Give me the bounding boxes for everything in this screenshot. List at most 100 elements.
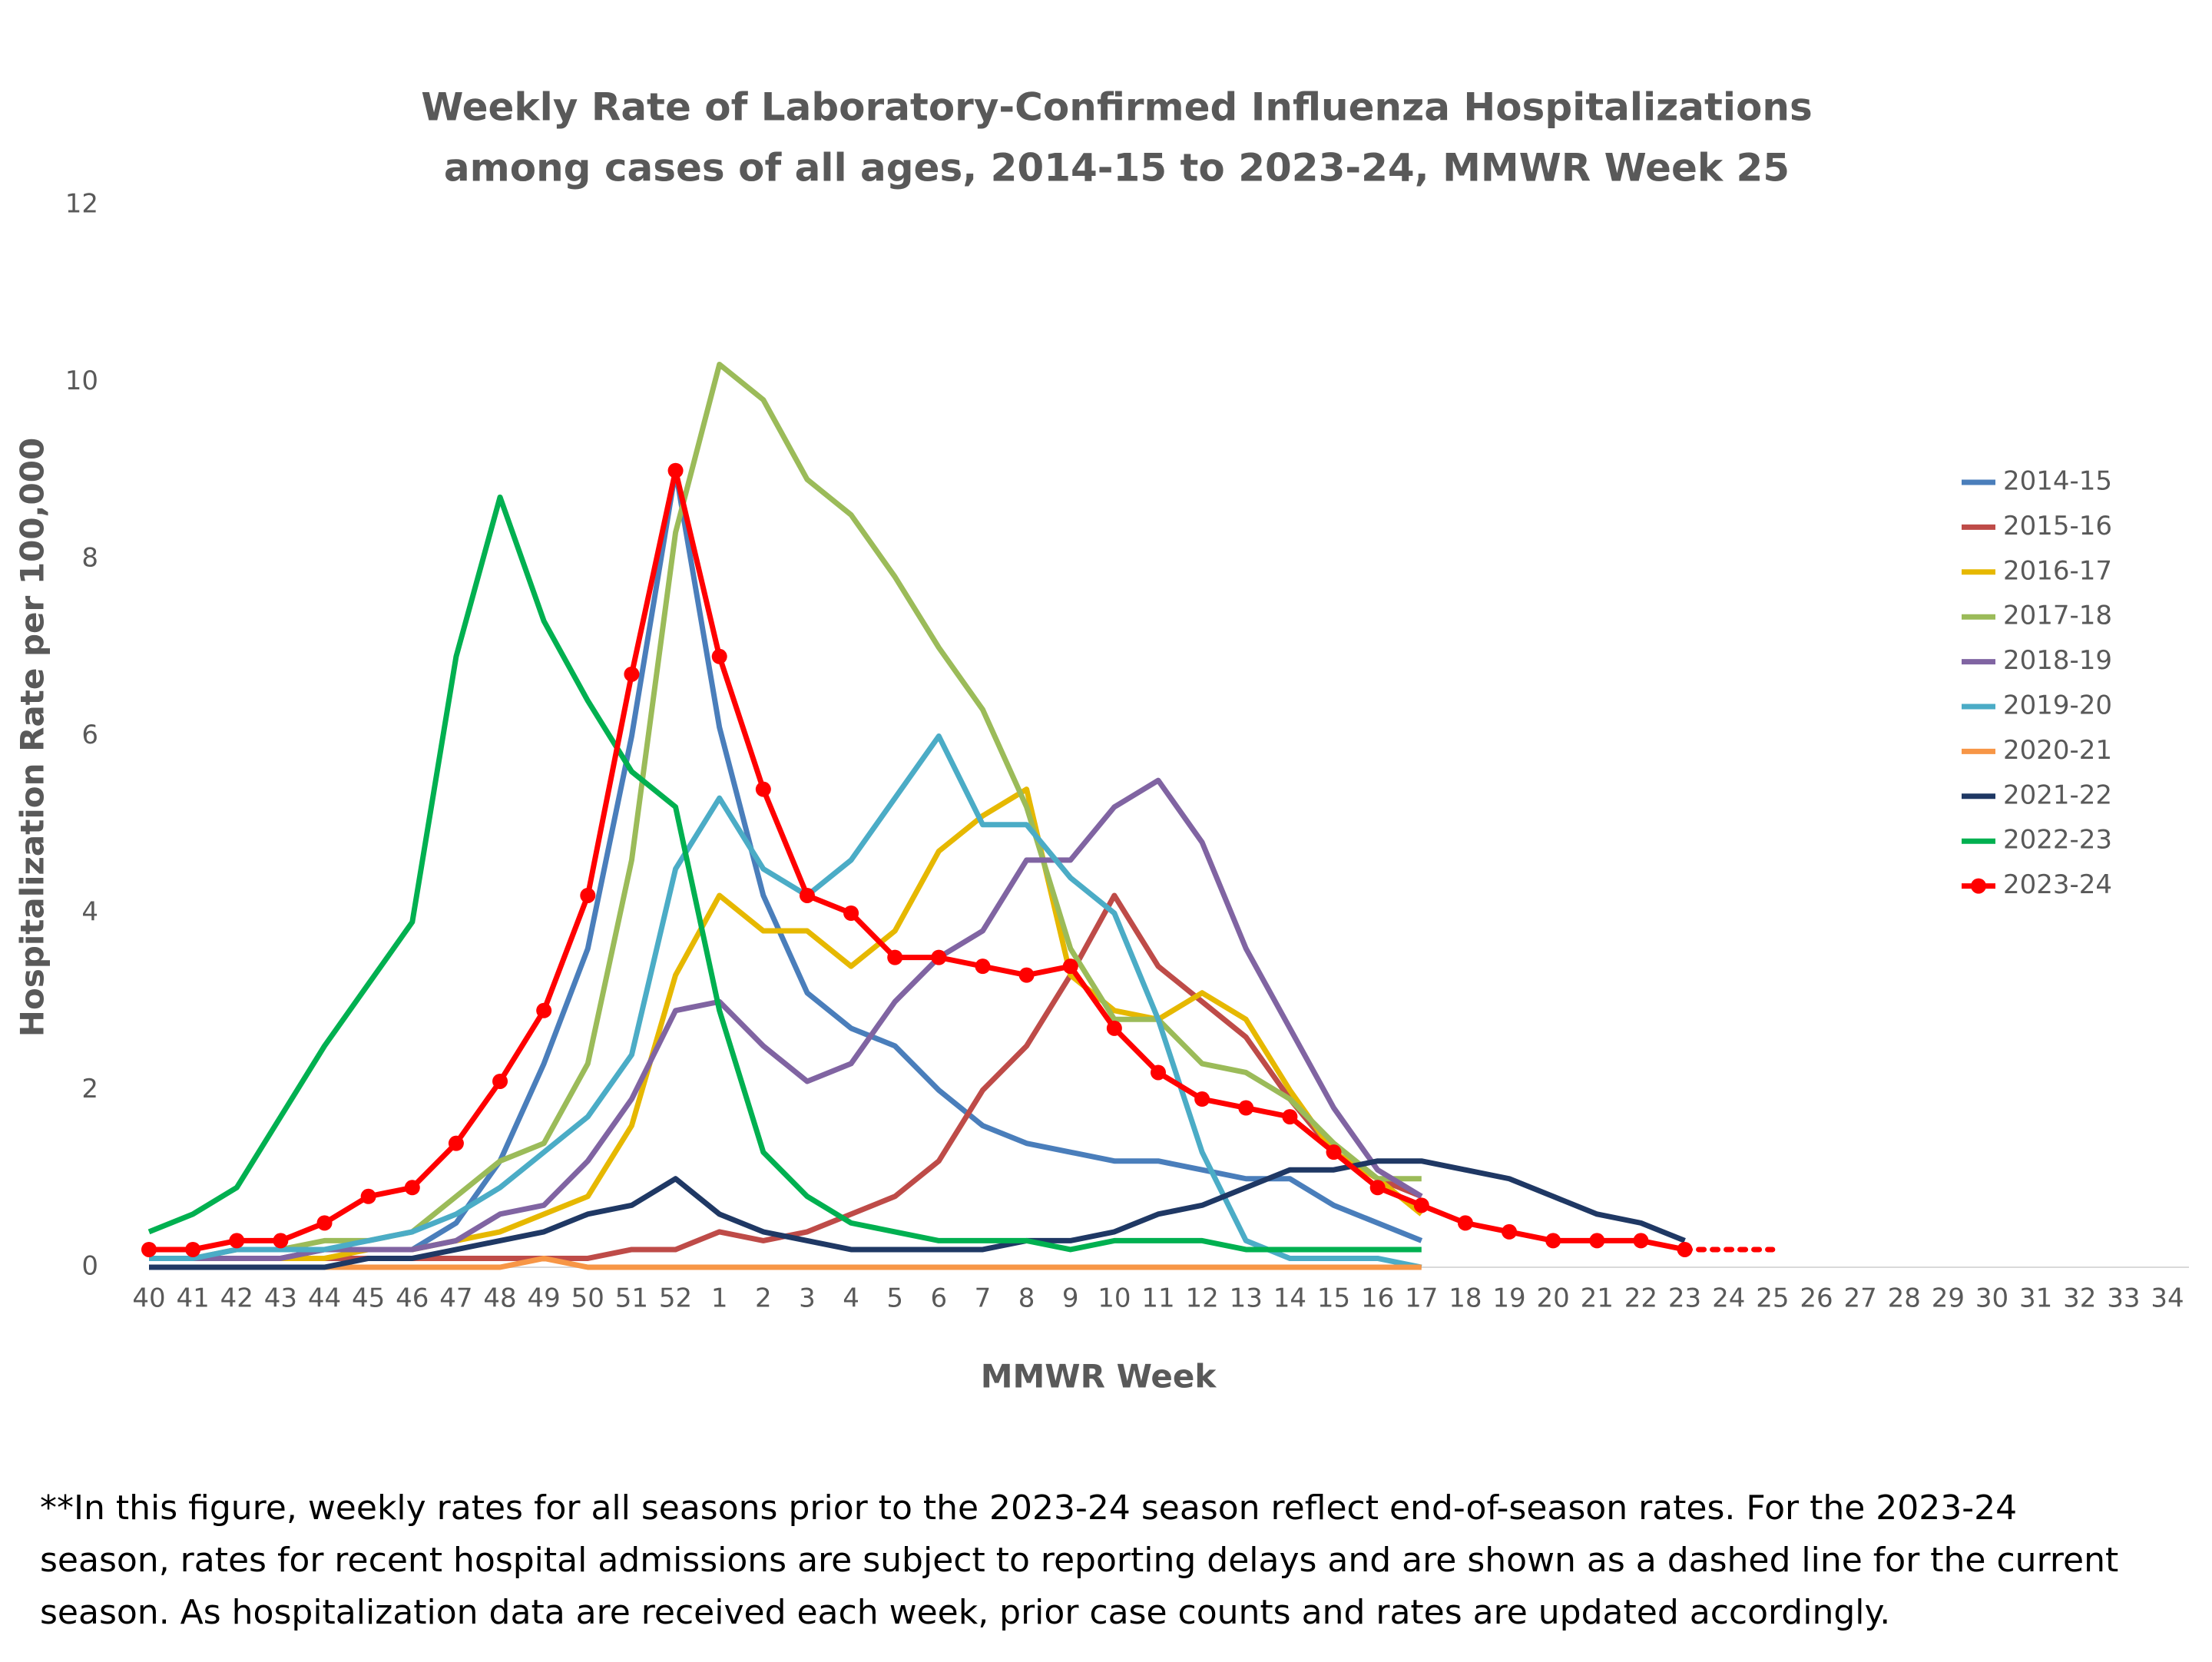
x-tick-label: 16 [1361, 1283, 1394, 1314]
point [141, 1241, 157, 1257]
legend-label: 2016-17 [2003, 555, 2112, 586]
x-tick-label: 42 [220, 1283, 253, 1314]
point [711, 648, 727, 664]
x-tick-label: 2 [755, 1283, 772, 1314]
point [1018, 967, 1035, 983]
legend-label: 2015-16 [2003, 511, 2112, 541]
y-tick-label: 8 [81, 543, 98, 574]
y-axis-title: Hospitalization Rate per 100,000 [14, 438, 51, 1037]
point [404, 1180, 420, 1196]
x-axis-title: MMWR Week [981, 1358, 1217, 1395]
y-tick-label: 0 [81, 1251, 98, 1282]
x-tick-label: 30 [1975, 1283, 2008, 1314]
x-tick-label: 34 [2151, 1283, 2184, 1314]
legend-label: 2018-19 [2003, 645, 2112, 676]
point [843, 905, 859, 921]
series-line [149, 468, 1686, 1253]
point [273, 1233, 289, 1249]
x-tick-label: 12 [1185, 1283, 1218, 1314]
point [316, 1215, 333, 1231]
point [1106, 1020, 1122, 1036]
point [492, 1073, 508, 1089]
point [755, 781, 771, 797]
point [1413, 1197, 1429, 1213]
x-tick-label: 19 [1492, 1283, 1525, 1314]
x-tick-label: 23 [1668, 1283, 1701, 1314]
x-tick-label: 47 [439, 1283, 472, 1314]
y-tick-label: 12 [65, 189, 98, 220]
footnote: **In this figure, weekly rates for all s… [40, 1488, 2017, 1528]
point [536, 1002, 552, 1018]
y-tick-label: 4 [81, 897, 98, 928]
x-tick-label: 26 [1800, 1283, 1833, 1314]
legend-label: 2022-23 [2003, 825, 2112, 856]
point [975, 958, 991, 975]
x-tick-label: 44 [308, 1283, 341, 1314]
x-tick-label: 11 [1141, 1283, 1174, 1314]
point [1589, 1233, 1605, 1249]
series-line [149, 1255, 1422, 1270]
x-tick-label: 9 [1062, 1283, 1079, 1314]
y-tick-label: 10 [65, 366, 98, 396]
point [1326, 1144, 1342, 1160]
point [1545, 1233, 1561, 1249]
point [887, 949, 903, 965]
legend-label: 2014-15 [2003, 466, 2112, 497]
x-tick-label: 41 [176, 1283, 209, 1314]
point [1633, 1233, 1649, 1249]
x-tick-label: 14 [1273, 1283, 1306, 1314]
x-tick-label: 18 [1449, 1283, 1482, 1314]
point [1282, 1109, 1298, 1125]
x-tick-label: 21 [1581, 1283, 1614, 1314]
point [229, 1233, 245, 1249]
point [931, 949, 947, 965]
y-tick-label: 6 [81, 720, 98, 750]
x-tick-label: 6 [931, 1283, 948, 1314]
chart-title: among cases of all ages, 2014-15 to 2023… [444, 146, 1790, 190]
legend-marker [1971, 878, 1986, 894]
point [360, 1188, 376, 1204]
x-tick-label: 1 [711, 1283, 728, 1314]
x-tick-label: 43 [264, 1283, 297, 1314]
x-tick-label: 3 [799, 1283, 816, 1314]
x-tick-label: 5 [886, 1283, 903, 1314]
x-tick-label: 15 [1317, 1283, 1350, 1314]
chart-title: Weekly Rate of Laboratory-Confirmed Infl… [421, 85, 1813, 130]
x-tick-label: 4 [843, 1283, 859, 1314]
series-line [147, 494, 1422, 1253]
point [580, 887, 596, 903]
x-tick-label: 13 [1230, 1283, 1263, 1314]
point [1677, 1241, 1693, 1257]
x-tick-label: 24 [1712, 1283, 1745, 1314]
x-tick-label: 22 [1624, 1283, 1657, 1314]
x-tick-label: 17 [1405, 1283, 1438, 1314]
point [667, 462, 684, 478]
x-tick-label: 40 [132, 1283, 165, 1314]
x-tick-label: 28 [1888, 1283, 1921, 1314]
x-tick-label: 50 [571, 1283, 604, 1314]
x-tick-label: 48 [483, 1283, 516, 1314]
x-tick-label: 52 [659, 1283, 692, 1314]
point [1194, 1091, 1210, 1107]
point [1062, 958, 1078, 975]
legend-label: 2023-24 [2003, 869, 2112, 900]
point [799, 887, 815, 903]
legend-label: 2017-18 [2003, 601, 2112, 631]
x-tick-label: 7 [975, 1283, 992, 1314]
series-line [149, 777, 1423, 1261]
series-line [149, 468, 1423, 1261]
point [1238, 1100, 1254, 1116]
x-tick-label: 25 [1756, 1283, 1789, 1314]
point [624, 666, 640, 682]
point [1369, 1180, 1386, 1196]
x-tick-label: 27 [1843, 1283, 1876, 1314]
x-tick-label: 8 [1018, 1283, 1035, 1314]
point [1151, 1064, 1166, 1081]
point [185, 1241, 201, 1257]
x-tick-label: 32 [2063, 1283, 2096, 1314]
series-line [149, 361, 1422, 1261]
point [1502, 1223, 1518, 1240]
series-line [149, 733, 1422, 1270]
x-tick-label: 20 [1537, 1283, 1570, 1314]
point [448, 1135, 464, 1151]
